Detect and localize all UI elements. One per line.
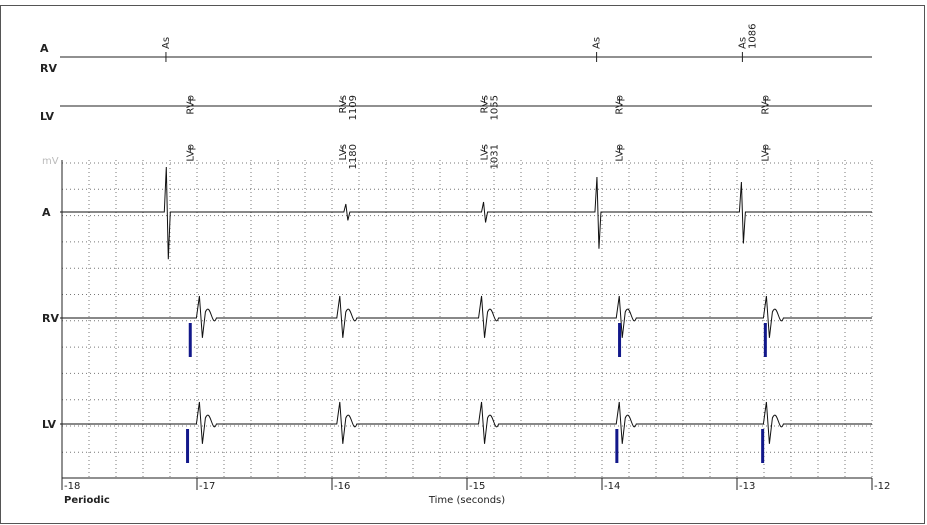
- tick-label: -14: [604, 481, 620, 492]
- egm-trace: [60, 295, 872, 338]
- pace-marker: [761, 429, 765, 463]
- pace-marker: [615, 429, 619, 463]
- event-label: LVs: [338, 144, 349, 161]
- tick-label: -16: [334, 481, 350, 492]
- event-label: RVp: [760, 95, 771, 115]
- event-interval: 1055: [490, 95, 501, 120]
- event-label: LVs: [480, 144, 491, 161]
- event-label: RVs: [480, 95, 491, 113]
- tick-label: -12: [874, 481, 890, 492]
- pace-marker: [186, 429, 190, 463]
- event-label: RVs: [338, 95, 349, 113]
- event-label: LVp: [615, 144, 626, 162]
- egm-label: A: [42, 206, 51, 219]
- event-label: RVp: [615, 95, 626, 115]
- egm-trace: [60, 166, 872, 260]
- tick-label: -15: [469, 481, 485, 492]
- event-interval: 1031: [490, 144, 501, 169]
- tick-label: -17: [199, 481, 215, 492]
- egm-trace: [60, 401, 872, 444]
- mode-label: Periodic: [64, 495, 110, 506]
- event-label: As: [161, 37, 172, 49]
- pace-marker: [188, 323, 192, 357]
- tick-label: -18: [64, 481, 80, 492]
- channel-label: LV: [40, 110, 54, 123]
- event-interval: 1086: [747, 24, 758, 49]
- egm-label: LV: [42, 418, 56, 431]
- event-label: RVp: [185, 95, 196, 115]
- axis-title: Time (seconds): [428, 495, 505, 506]
- channel-label: A: [40, 42, 49, 55]
- event-interval: 1109: [348, 95, 359, 120]
- event-interval: 1180: [348, 144, 359, 169]
- pace-marker: [763, 323, 767, 357]
- pace-marker: [618, 323, 622, 357]
- event-label: As: [592, 37, 603, 49]
- egm-label: RV: [42, 312, 59, 325]
- tick-label: -13: [739, 481, 755, 492]
- event-label: As: [737, 37, 748, 49]
- frame: [0, 5, 925, 524]
- channel-label: RV: [40, 62, 57, 75]
- event-label: LVp: [760, 144, 771, 162]
- unit-label: mV: [42, 156, 59, 167]
- event-label: LVp: [185, 144, 196, 162]
